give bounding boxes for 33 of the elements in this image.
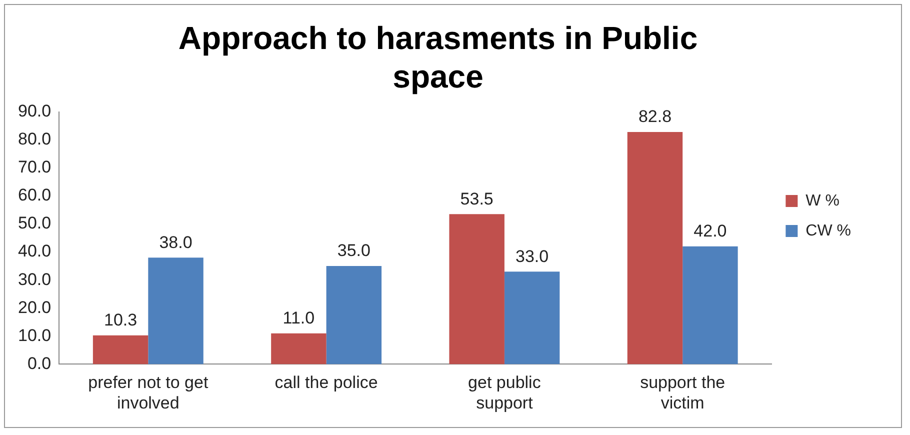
bar: [449, 214, 504, 364]
x-tick-label: support the victim: [640, 373, 726, 412]
y-tick-label: 20.0: [18, 298, 52, 317]
bar: [148, 258, 204, 364]
data-label: 53.5: [460, 189, 494, 208]
data-label: 11.0: [282, 308, 315, 328]
y-tick-label: 10.0: [18, 326, 52, 345]
bar: [271, 333, 326, 364]
data-label: 82.8: [638, 107, 672, 126]
y-tick-label: 70.0: [18, 158, 52, 177]
y-tick-label: 80.0: [18, 130, 52, 149]
bar: [326, 266, 382, 364]
legend-label: W %: [806, 192, 840, 210]
data-label: 42.0: [694, 222, 727, 241]
y-tick-label: 90.0: [18, 101, 52, 120]
x-tick-label: call the police: [274, 373, 378, 392]
y-tick-label: 40.0: [18, 242, 52, 261]
y-tick-label: 60.0: [18, 186, 52, 205]
chart-title: Approach to harasments in Public space: [178, 20, 698, 94]
data-label: 35.0: [337, 241, 370, 260]
y-tick-label: 0.0: [27, 354, 52, 373]
x-tick-label: prefer not to get involved: [88, 373, 208, 412]
y-tick-label: 50.0: [18, 214, 52, 233]
bar: [682, 246, 738, 364]
y-tick-label: 30.0: [18, 270, 52, 289]
bar: [92, 335, 148, 364]
x-tick-label: get public support: [468, 373, 542, 412]
data-label: 33.0: [516, 246, 549, 266]
bar: [627, 132, 683, 364]
legend-label: CW %: [806, 222, 851, 240]
data-label: 38.0: [159, 232, 192, 252]
data-label: 10.3: [104, 310, 138, 330]
bar: [504, 272, 560, 364]
